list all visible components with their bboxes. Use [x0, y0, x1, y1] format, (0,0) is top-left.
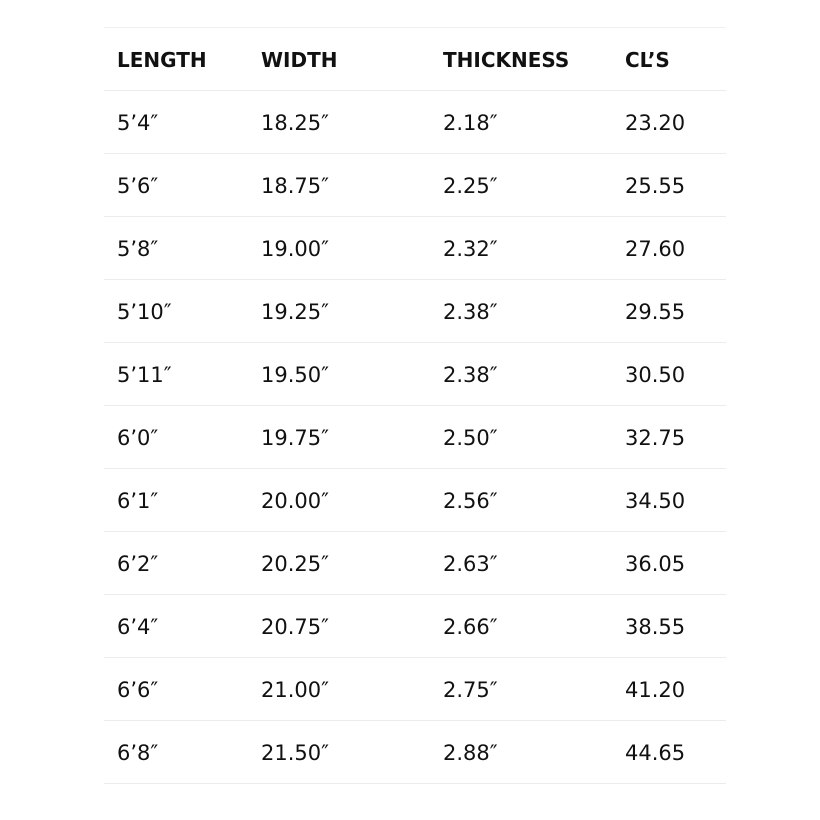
cell-thickness: 2.32″ [443, 237, 498, 261]
table-row: 5’10″ 19.25″ 2.38″ 29.55 [104, 280, 726, 343]
cell-cls: 23.20 [625, 111, 686, 135]
cell-length: 6’0″ [117, 426, 159, 450]
cell-length: 6’4″ [117, 615, 159, 639]
header-width: WIDTH [261, 48, 338, 72]
header-length: LENGTH [117, 48, 207, 72]
cell-length: 6’1″ [117, 489, 159, 513]
table-row: 6’6″ 21.00″ 2.75″ 41.20 [104, 658, 726, 721]
cell-width: 19.75″ [261, 426, 329, 450]
cell-cls: 36.05 [625, 552, 686, 576]
table-row: 5’6″ 18.75″ 2.25″ 25.55 [104, 154, 726, 217]
cell-thickness: 2.88″ [443, 741, 498, 765]
cell-length: 5’4″ [117, 111, 159, 135]
header-cls: CL’S [625, 48, 670, 72]
table-row: 6’2″ 20.25″ 2.63″ 36.05 [104, 532, 726, 595]
cell-width: 21.00″ [261, 678, 329, 702]
table-header: LENGTH WIDTH THICKNESS CL’S [104, 28, 726, 91]
cell-length: 5’8″ [117, 237, 159, 261]
cell-width: 21.50″ [261, 741, 329, 765]
table-row: 6’4″ 20.75″ 2.66″ 38.55 [104, 595, 726, 658]
cell-width: 20.25″ [261, 552, 329, 576]
cell-width: 20.00″ [261, 489, 329, 513]
cell-thickness: 2.25″ [443, 174, 498, 198]
cell-thickness: 2.18″ [443, 111, 498, 135]
cell-cls: 44.65 [625, 741, 686, 765]
cell-width: 18.75″ [261, 174, 329, 198]
header-thickness: THICKNESS [443, 48, 570, 72]
table-row: 5’4″ 18.25″ 2.18″ 23.20 [104, 91, 726, 154]
cell-length: 5’6″ [117, 174, 159, 198]
cell-cls: 27.60 [625, 237, 686, 261]
cell-thickness: 2.38″ [443, 300, 498, 324]
table-row: 5’11″ 19.50″ 2.38″ 30.50 [104, 343, 726, 406]
cell-cls: 38.55 [625, 615, 686, 639]
cell-length: 6’2″ [117, 552, 159, 576]
dimensions-table: LENGTH WIDTH THICKNESS CL’S 5’4″ 18.25″ 2.… [104, 27, 726, 784]
table-row: 6’0″ 19.75″ 2.50″ 32.75 [104, 406, 726, 469]
cell-cls: 30.50 [625, 363, 686, 387]
cell-width: 18.25″ [261, 111, 329, 135]
cell-width: 19.50″ [261, 363, 329, 387]
cell-thickness: 2.50″ [443, 426, 498, 450]
cell-length: 6’6″ [117, 678, 159, 702]
cell-thickness: 2.75″ [443, 678, 498, 702]
cell-thickness: 2.56″ [443, 489, 498, 513]
cell-cls: 41.20 [625, 678, 686, 702]
cell-cls: 29.55 [625, 300, 686, 324]
cell-width: 20.75″ [261, 615, 329, 639]
cell-width: 19.00″ [261, 237, 329, 261]
cell-thickness: 2.38″ [443, 363, 498, 387]
table-row: 6’8″ 21.50″ 2.88″ 44.65 [104, 721, 726, 784]
cell-cls: 25.55 [625, 174, 686, 198]
cell-thickness: 2.63″ [443, 552, 498, 576]
table-row: 6’1″ 20.00″ 2.56″ 34.50 [104, 469, 726, 532]
cell-width: 19.25″ [261, 300, 329, 324]
cell-length: 5’11″ [117, 363, 172, 387]
cell-length: 5’10″ [117, 300, 172, 324]
table-row: 5’8″ 19.00″ 2.32″ 27.60 [104, 217, 726, 280]
cell-length: 6’8″ [117, 741, 159, 765]
cell-thickness: 2.66″ [443, 615, 498, 639]
cell-cls: 32.75 [625, 426, 686, 450]
cell-cls: 34.50 [625, 489, 686, 513]
